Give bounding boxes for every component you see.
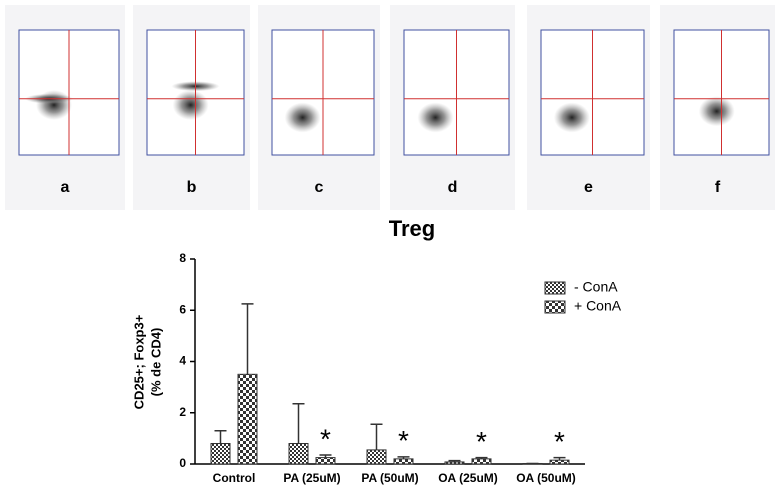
cell-cloud	[553, 102, 590, 133]
y-tick-label: 6	[179, 302, 186, 316]
panel-label: b	[187, 179, 197, 196]
y-label-line: (% de CD4)	[148, 328, 163, 397]
error-bar	[214, 429, 227, 444]
panel-label: a	[61, 179, 70, 196]
y-label-line: CD25+; Foxp3+	[131, 314, 146, 409]
legend-label: - ConA	[574, 279, 618, 295]
bar	[210, 443, 231, 465]
legend-swatch	[544, 300, 566, 314]
cell-cloud	[698, 96, 735, 127]
significance-mark: *	[320, 423, 331, 454]
y-axis-label: CD25+; Foxp3+ (% de CD4)	[131, 314, 163, 409]
cell-cloud	[284, 102, 321, 133]
legend-label: + ConA	[574, 298, 622, 314]
error-bar	[397, 456, 410, 459]
flow-panels: a b c d e f	[5, 5, 775, 210]
bar	[315, 457, 336, 465]
bar	[444, 461, 465, 465]
x-tick-label: PA (25uM)	[283, 471, 340, 485]
significance-mark: *	[476, 426, 487, 457]
error-bar	[553, 456, 566, 461]
y-tick-label: 8	[179, 251, 186, 265]
x-tick-label: OA (50uM)	[516, 471, 576, 485]
bar	[366, 449, 387, 465]
x-tick-label: OA (25uM)	[438, 471, 498, 485]
bar	[471, 458, 492, 465]
error-bar	[370, 423, 383, 450]
y-tick-label: 2	[179, 405, 186, 419]
cell-cloud	[417, 102, 454, 133]
panel-label: c	[315, 179, 324, 196]
y-tick-label: 4	[179, 354, 186, 368]
panel-label: d	[448, 179, 458, 196]
error-bar	[475, 456, 488, 459]
bar	[393, 458, 414, 465]
error-bar	[319, 454, 332, 458]
bar	[237, 373, 258, 465]
error-bar	[292, 403, 305, 444]
significance-mark: *	[398, 425, 409, 456]
panel-label: f	[715, 179, 721, 196]
significance-mark: *	[554, 426, 565, 457]
legend-swatch	[544, 281, 566, 295]
x-tick-label: Control	[213, 471, 256, 485]
chart-title: Treg	[389, 216, 435, 241]
x-tick-label: PA (50uM)	[361, 471, 418, 485]
error-bar	[241, 303, 254, 375]
panel-label: e	[584, 179, 593, 196]
bar	[288, 443, 309, 465]
error-bar	[448, 459, 461, 462]
bar	[549, 459, 570, 465]
y-tick-label: 0	[179, 456, 186, 470]
cell-cloud	[172, 90, 209, 120]
